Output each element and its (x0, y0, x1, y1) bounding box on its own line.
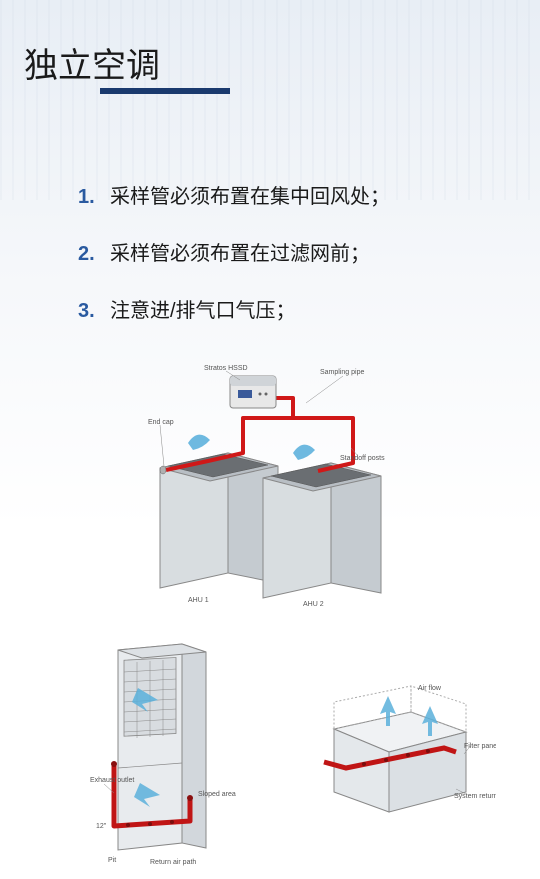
diagram-filter-box: D: Distance > front Air flow Filter pane… (316, 684, 496, 834)
list-item: 1. 采样管必须布置在集中回风处； (78, 180, 500, 209)
airflow-arrow (293, 445, 315, 460)
instruction-list: 1. 采样管必须布置在集中回风处； 2. 采样管必须布置在过滤网前； 3. 注意… (78, 180, 500, 351)
label-twelve: 12" (96, 823, 107, 830)
label-ahu1: AHU 1 (188, 597, 209, 604)
label-filter: Filter panel (464, 743, 496, 750)
list-item: 3. 注意进/排气口气压； (78, 294, 500, 323)
ahu-box-1 (160, 453, 278, 588)
label-return: Return air path (150, 859, 196, 866)
list-number: 3. (78, 300, 102, 323)
label-air: Air flow (418, 685, 442, 692)
label-endcap: End cap (148, 419, 174, 426)
background-pattern (0, 0, 540, 200)
label-sampling: Sampling pipe (320, 369, 364, 376)
label-ahu2: AHU 2 (303, 601, 324, 608)
list-text: 注意进/排气口气压； (110, 294, 296, 323)
end-cap (160, 466, 166, 474)
diagram-ahu-sampling: Stratos HSSD Sampling pipe End cap Stand… (148, 358, 398, 608)
list-item: 2. 采样管必须布置在过滤网前； (78, 237, 500, 266)
diagram-standing-unit: Exhaust outlet 12" Pit Return air path S… (90, 638, 250, 868)
list-number: 2. (78, 243, 102, 266)
list-text: 采样管必须布置在集中回风处； (110, 180, 390, 209)
airflow-arrow (188, 435, 210, 450)
label-standoff: Standoff posts (340, 455, 385, 462)
ahu-box-2 (263, 463, 381, 598)
label-system: System return (454, 793, 496, 800)
detector-device (230, 376, 276, 408)
label-sloped: Sloped area (198, 791, 236, 798)
list-text: 采样管必须布置在过滤网前； (110, 237, 370, 266)
label-exhaust: Exhaust outlet (90, 777, 134, 784)
label-device: Stratos HSSD (204, 365, 248, 372)
page-title: 独立空调 (24, 38, 160, 87)
list-number: 1. (78, 186, 102, 209)
label-pit: Pit (108, 857, 116, 864)
title-underline (100, 88, 230, 94)
